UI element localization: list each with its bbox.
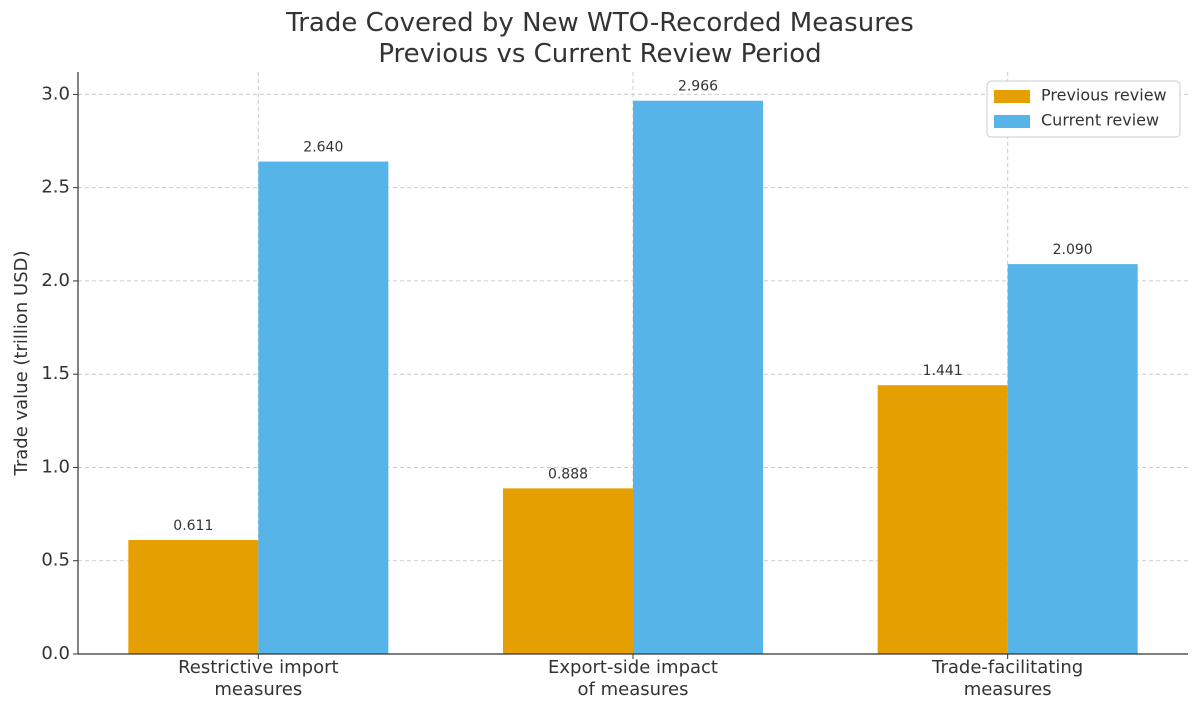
legend-box xyxy=(986,80,1181,138)
chart-title: Trade Covered by New WTO-Recorded Measur… xyxy=(286,8,914,38)
y-tick-label: 0.5 xyxy=(41,550,70,571)
value-label: 2.966 xyxy=(678,79,718,95)
y-tick-label: 2.5 xyxy=(41,177,70,198)
value-label: 0.888 xyxy=(548,466,588,482)
y-tick-label: 2.0 xyxy=(41,270,70,291)
y-axis-label: Trade value (trillion USD) xyxy=(11,251,32,477)
bar xyxy=(1007,264,1138,654)
y-tick-label: 1.0 xyxy=(41,456,70,477)
bar xyxy=(258,161,389,655)
y-tick-label: 1.5 xyxy=(41,363,70,384)
x-tick-label: Export-side impact of measures xyxy=(548,657,718,700)
y-tick-label: 0.0 xyxy=(41,643,70,664)
x-tick-label: Trade-facilitating measures xyxy=(932,657,1084,700)
value-label: 2.090 xyxy=(1053,242,1093,258)
bar xyxy=(503,488,633,654)
chart-subtitle: Previous vs Current Review Period xyxy=(378,39,822,69)
value-label: 0.611 xyxy=(173,518,213,534)
bar xyxy=(633,100,763,654)
bar xyxy=(128,540,259,654)
legend-label: Previous review xyxy=(1041,86,1167,105)
value-label: 1.441 xyxy=(923,363,963,379)
legend-swatch xyxy=(994,90,1030,103)
value-label: 2.640 xyxy=(303,140,343,156)
x-tick-label: Restrictive import measures xyxy=(178,657,339,700)
legend-swatch xyxy=(994,115,1030,128)
bar xyxy=(877,385,1008,654)
legend-label: Current review xyxy=(1041,111,1159,130)
y-tick-label: 3.0 xyxy=(41,83,70,104)
